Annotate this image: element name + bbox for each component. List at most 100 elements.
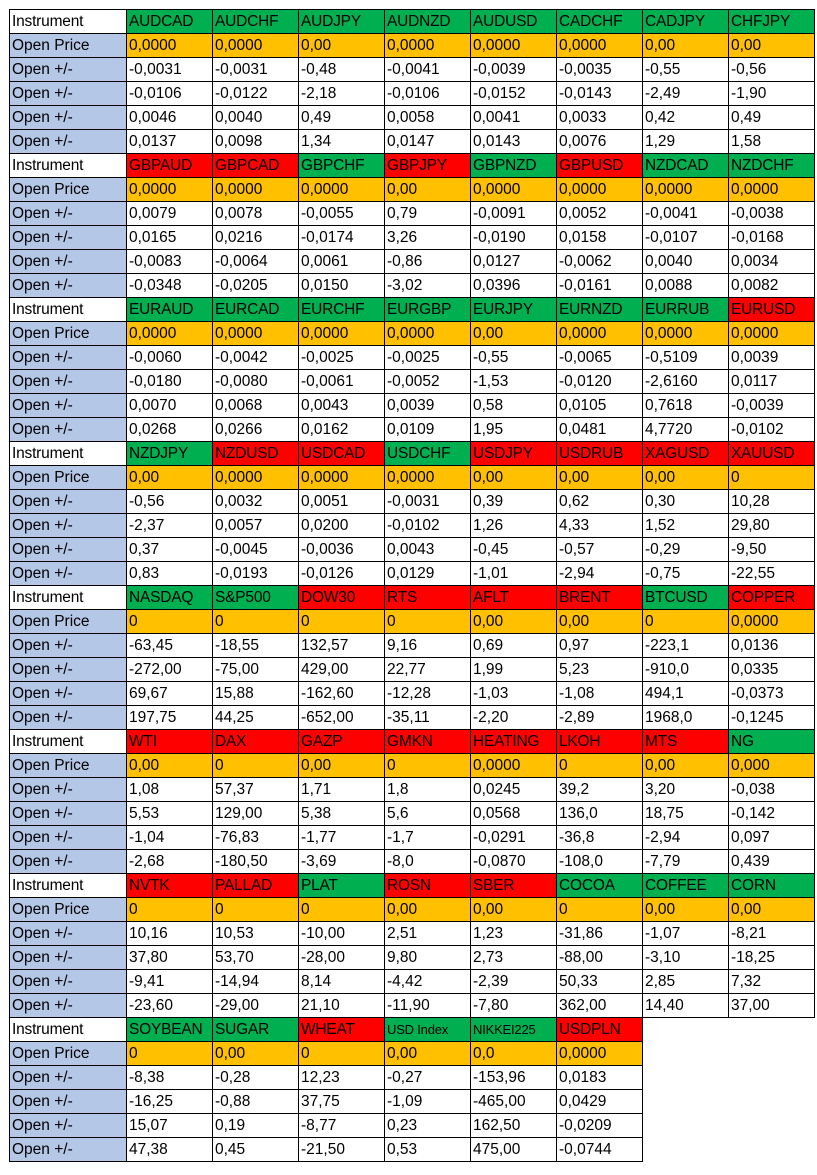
instrument-header-row: Instrument WTI DAX GAZP GMKN HEATING LKOH MTS NG [9,729,815,754]
open-change-cell: -22,55 [728,561,815,586]
open-change-cell: -29,00 [212,993,299,1018]
open-change-cell: -0,29 [642,537,729,562]
open-price-row: Open Price 0,0000 0,0000 0,0000 0,00 0,0000 0,… [9,177,815,202]
open-change-cell: 5,6 [384,801,471,826]
open-change-cell: -1,01 [470,561,557,586]
open-change-cell: -1,77 [298,825,385,850]
open-price-cell: 0 [212,609,299,634]
empty-cell [728,1089,815,1114]
open-change-cell: -88,00 [556,945,643,970]
open-change-cell: -1,09 [384,1089,471,1114]
open-change-cell: 0,62 [556,489,643,514]
open-price-cell: 0,0000 [556,321,643,346]
open-change-cell: -0,0143 [556,81,643,106]
instrument-table: Instrument AUDCAD AUDCHF AUDJPY AUDNZD AUDUSD… [9,9,815,1162]
open-change-cell: -0,75 [642,561,729,586]
instrument-name-cell: COFFEE [642,873,729,898]
open-change-label: Open +/- [9,1137,127,1162]
open-change-cell: 10,28 [728,489,815,514]
open-change-cell: -0,0061 [298,369,385,394]
open-change-cell: 0,0079 [126,201,213,226]
open-change-cell: 9,16 [384,633,471,658]
open-change-cell: -31,86 [556,921,643,946]
instrument-name-cell: GBPAUD [126,153,213,178]
open-change-cell: 1,26 [470,513,557,538]
open-change-cell: -10,00 [298,921,385,946]
open-change-label: Open +/- [9,537,127,562]
instrument-name-cell: SOYBEAN [126,1017,213,1042]
open-change-cell: 0,58 [470,393,557,418]
open-change-cell: 37,00 [728,993,815,1018]
open-change-cell: -1,90 [728,81,815,106]
open-change-cell: -0,55 [642,57,729,82]
empty-cell [728,1041,815,1066]
instrument-name-cell: GAZP [298,729,385,754]
open-price-cell: 0,00 [470,465,557,490]
open-change-cell: -0,0065 [556,345,643,370]
open-change-label: Open +/- [9,921,127,946]
open-change-cell: 0,0396 [470,273,557,298]
open-change-label: Open +/- [9,1089,127,1114]
open-price-label: Open Price [9,177,127,202]
open-change-cell: -7,80 [470,993,557,1018]
open-price-cell: 0 [126,609,213,634]
open-price-cell: 0,0000 [384,465,471,490]
open-change-cell: 14,40 [642,993,729,1018]
open-change-cell: -0,57 [556,537,643,562]
open-change-cell: -0,0205 [212,273,299,298]
open-price-cell: 0,0000 [728,177,815,202]
open-change-cell: -0,0039 [728,393,815,418]
open-change-cell: 0,0039 [384,393,471,418]
open-change-cell: 129,00 [212,801,299,826]
open-change-cell: 0,0051 [298,489,385,514]
open-change-cell: 5,38 [298,801,385,826]
open-change-label: Open +/- [9,417,127,442]
open-change-row: Open +/- 37,80 53,70 -28,00 9,80 2,73 -88,00 -3… [9,945,815,970]
open-price-cell: 0,0000 [642,177,729,202]
open-change-cell: 0,7618 [642,393,729,418]
open-change-row: Open +/- -16,25 -0,88 37,75 -1,09 -465,00 0,04… [9,1089,815,1114]
open-change-cell: 0,0040 [642,249,729,274]
open-change-label: Open +/- [9,513,127,538]
instrument-name-cell: USDRUB [556,441,643,466]
open-change-cell: -1,04 [126,825,213,850]
open-change-cell: -3,10 [642,945,729,970]
open-change-cell: -0,0062 [556,249,643,274]
instrument-header-row: Instrument AUDCAD AUDCHF AUDJPY AUDNZD AUDUSD… [9,9,815,34]
open-price-cell: 0,00 [212,1041,299,1066]
open-change-cell: 0,0070 [126,393,213,418]
open-change-row: Open +/- 0,0070 0,0068 0,0043 0,0039 0,58 0,01… [9,393,815,418]
open-change-cell: 0,39 [470,489,557,514]
open-price-cell: 0 [298,1041,385,1066]
open-change-label: Open +/- [9,561,127,586]
open-change-cell: -0,0080 [212,369,299,394]
open-change-cell: 22,77 [384,657,471,682]
open-price-row: Open Price 0 0,00 0 0,00 0,0 0,0000 [9,1041,815,1066]
open-change-row: Open +/- -1,04 -76,83 -1,77 -1,7 -0,0291 -36,8… [9,825,815,850]
open-change-cell: 0,79 [384,201,471,226]
open-change-row: Open +/- -2,37 0,0057 0,0200 -0,0102 1,26 4,33… [9,513,815,538]
open-price-cell: 0,0000 [556,1041,643,1066]
instrument-name-cell: EURGBP [384,297,471,322]
open-change-label: Open +/- [9,393,127,418]
instrument-header-row: Instrument NVTK PALLAD PLAT ROSN SBER COCOA COF… [9,873,815,898]
open-change-label: Open +/- [9,345,127,370]
instrument-name-cell: HEATING [470,729,557,754]
open-price-cell: 0,00 [728,897,815,922]
instrument-name-cell: EURJPY [470,297,557,322]
instrument-name-cell: CADJPY [642,9,729,34]
open-price-cell: 0,0000 [212,33,299,58]
open-change-cell: 0,83 [126,561,213,586]
open-change-cell: 50,33 [556,969,643,994]
open-price-cell: 0,0000 [298,177,385,202]
empty-cell [642,1065,729,1090]
instrument-name-cell: BTCUSD [642,585,729,610]
open-change-cell: -0,0168 [728,225,815,250]
open-change-cell: 475,00 [470,1137,557,1162]
empty-cell [728,1113,815,1138]
open-change-cell: -2,68 [126,849,213,874]
open-change-cell: -0,142 [728,801,815,826]
open-change-cell: 0,53 [384,1137,471,1162]
open-change-cell: 39,2 [556,777,643,802]
open-change-cell: 0,0129 [384,561,471,586]
